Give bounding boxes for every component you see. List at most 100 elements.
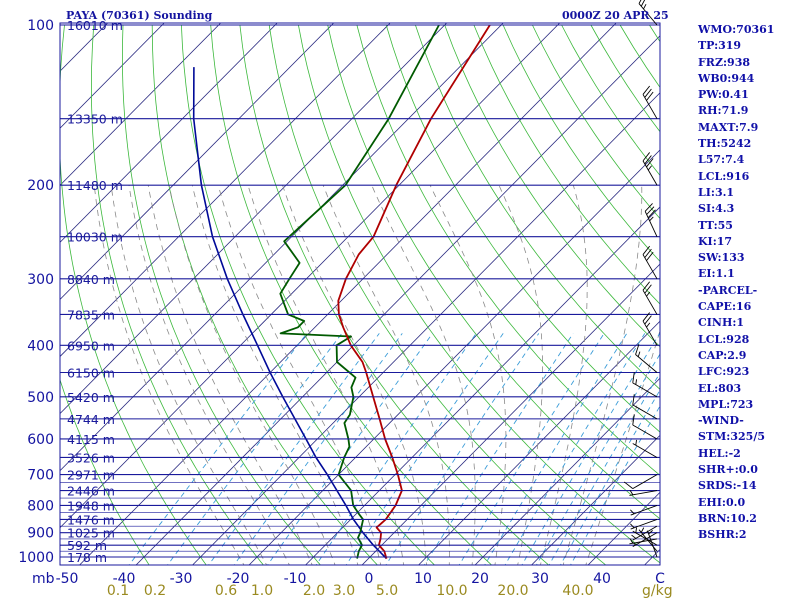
wind-barb-staff: [642, 94, 658, 119]
index-item: PW:0.41: [698, 88, 749, 102]
index-item: SRDS:-14: [698, 479, 757, 493]
height-label: 4744 m: [67, 412, 115, 427]
index-item: RH:71.9: [698, 104, 749, 118]
mixing-ratio-label: 2.0: [303, 583, 325, 599]
wind-barb: [635, 344, 658, 373]
temperature-line: [337, 24, 491, 559]
moist-adiabat: [217, 184, 382, 565]
wind-barb-feather: [642, 85, 651, 95]
height-label: 11480 m: [67, 178, 123, 193]
wind-barb-feather: [640, 0, 646, 7]
isotherm-line: [60, 23, 278, 243]
temperature-tick-label: -50: [56, 571, 79, 587]
wind-barb-staff: [630, 505, 658, 516]
wind-barb-feather: [635, 379, 637, 385]
mixing-ratio-unit: g/kg: [642, 583, 673, 599]
index-item: LCL:928: [698, 332, 750, 346]
moist-adiabat: [128, 185, 290, 565]
pressure-label: 400: [27, 338, 54, 354]
temperature-tick-label: -40: [113, 571, 136, 587]
height-label: 2971 m: [67, 468, 115, 483]
index-item: MPL:723: [698, 397, 754, 411]
mixing-ratio-line: [267, 333, 433, 565]
height-label: 13350 m: [67, 112, 123, 127]
wind-barb-feather: [646, 91, 654, 101]
wind-barb-feather: [642, 152, 651, 162]
mixing-ratio-line: [570, 405, 660, 565]
dry-adiabat: [444, 24, 660, 348]
dry-adiabat: [122, 24, 321, 565]
height-label: 8840 m: [67, 272, 115, 287]
dry-adiabat: [298, 24, 660, 564]
wind-barb-feather: [635, 527, 637, 533]
mixing-ratio-line: [315, 333, 477, 565]
mixing-ratio-line: [385, 333, 540, 565]
wind-barb: [644, 203, 658, 237]
wind-barb-staff: [632, 532, 658, 548]
mixing-ratio-label: 40.0: [562, 583, 593, 599]
dry-adiabat: [60, 24, 207, 565]
wind-barb: [642, 281, 658, 315]
dewpoint-line: [279, 24, 440, 559]
wind-barb: [632, 394, 658, 420]
wind-barb-staff: [632, 525, 658, 541]
temperature-tick-label: 30: [531, 571, 549, 587]
index-item: EHI:0.0: [698, 495, 746, 509]
wind-barb-feather: [647, 209, 656, 218]
wind-barb-feather: [646, 158, 654, 168]
index-item: BRN:10.2: [698, 511, 757, 525]
dry-adiabat: [151, 24, 378, 565]
wind-barb-staff: [632, 443, 658, 458]
pressure-label: 600: [27, 432, 54, 448]
mixing-ratio-label: 3.0: [333, 583, 355, 599]
wind-barb-feather: [629, 489, 634, 496]
dry-adiabat: [385, 24, 660, 433]
dry-adiabat: [415, 24, 660, 390]
parcel-path-line: [192, 67, 388, 560]
wind-barb-feather: [644, 284, 652, 294]
moist-adiabat: [371, 184, 476, 565]
index-item: MAXT:7.9: [698, 120, 759, 134]
wind-barb-feather: [648, 530, 653, 535]
pressure-label: 100: [27, 18, 54, 34]
pressure-label: 700: [27, 468, 54, 484]
wind-barb: [624, 474, 658, 489]
station-title: PAYA (70361) Sounding: [66, 9, 213, 22]
plot-area: [60, 23, 660, 565]
pressure-label: 200: [27, 178, 54, 194]
height-label: 3526 m: [67, 450, 115, 465]
moist-adiabat: [147, 185, 313, 565]
temperature-tick-label: -10: [284, 571, 307, 587]
isotherm-line: [60, 23, 391, 358]
wind-barb-feather: [631, 541, 637, 546]
stability-indices-panel: WMO:70361 TP:319 FRZ:938 WB0:944 PW:0.41 RH:7…: [698, 22, 798, 544]
index-item: LI:3.1: [698, 185, 735, 199]
dry-adiabat: [268, 24, 607, 565]
isotherm-line: [79, 23, 617, 565]
index-item: BSHR:2: [698, 528, 747, 542]
temperature-tick-label: 10: [414, 571, 432, 587]
dry-adiabat: [181, 24, 436, 565]
wind-barb-staff: [638, 3, 658, 26]
mixing-ratio-line: [128, 333, 308, 565]
moist-adiabat: [562, 185, 643, 565]
wind-barb-feather: [624, 481, 634, 489]
mixing-ratio-line: [521, 333, 660, 565]
isotherm-line: [135, 35, 660, 565]
isotherm-line: [305, 206, 660, 565]
wind-barb-feather: [638, 0, 642, 4]
dry-adiabat: [239, 24, 550, 565]
index-item: -PARCEL-: [698, 283, 758, 297]
wind-barb-staff: [642, 254, 658, 280]
wind-barb-staff: [644, 211, 658, 237]
moist-adiabat: [498, 184, 543, 565]
wind-barb-feather: [646, 251, 654, 261]
wind-barb-staff: [642, 289, 658, 315]
wind-barb: [630, 505, 658, 516]
mixing-ratio-line: [559, 389, 660, 565]
height-label: 1025 m: [67, 526, 115, 541]
dry-adiabat: [90, 24, 264, 565]
index-item: SW:133: [698, 251, 745, 265]
index-item: HEL:-2: [698, 446, 741, 460]
